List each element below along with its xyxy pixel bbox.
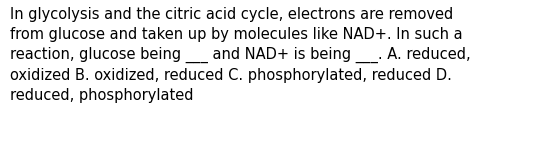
Text: In glycolysis and the citric acid cycle, electrons are removed
from glucose and : In glycolysis and the citric acid cycle,… [10,7,470,103]
